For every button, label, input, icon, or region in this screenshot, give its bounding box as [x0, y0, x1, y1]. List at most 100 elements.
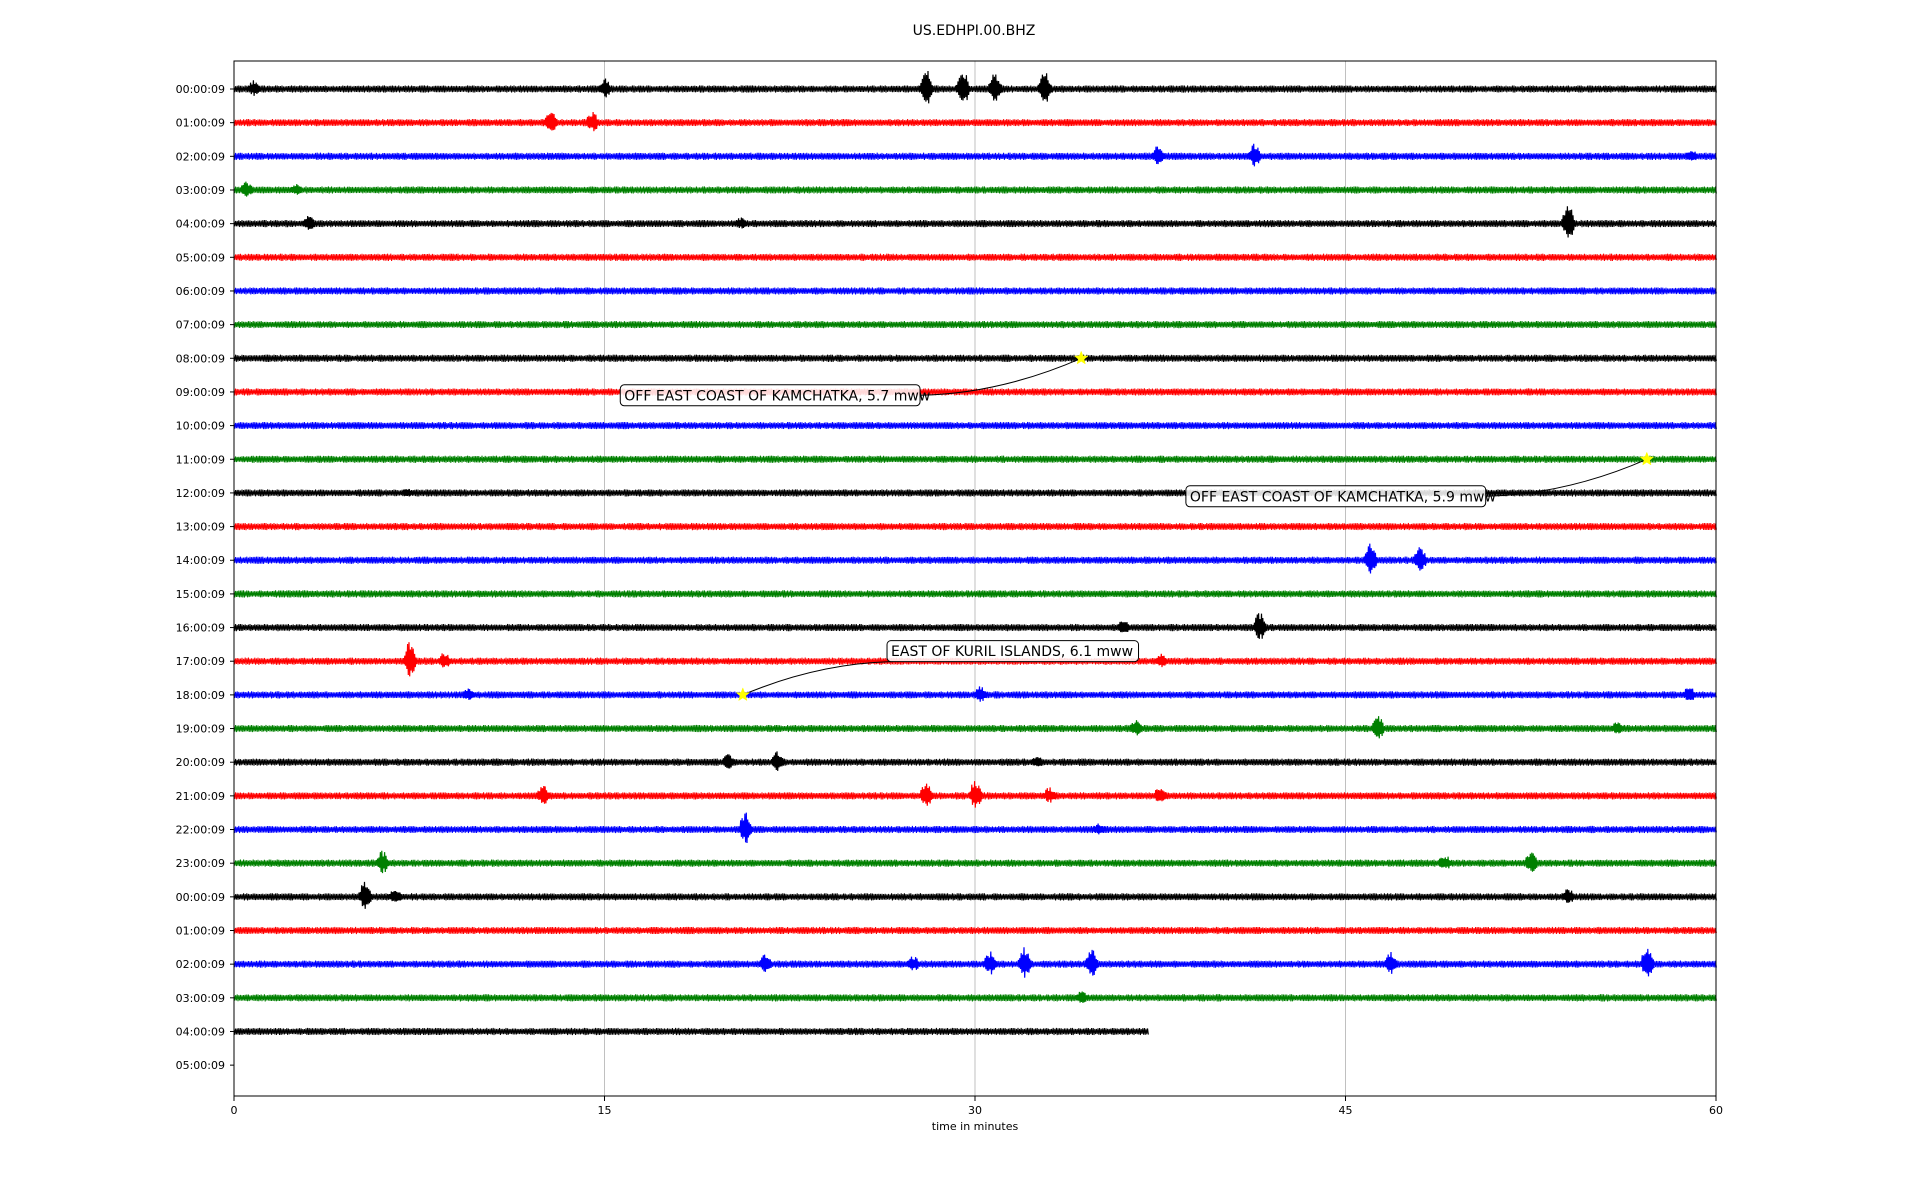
row-label: 20:00:09 — [176, 756, 225, 769]
event-connector — [920, 357, 1082, 396]
seismic-burst — [375, 850, 391, 874]
seismic-trace — [233, 724, 1717, 733]
row-label: 10:00:09 — [176, 420, 225, 433]
row-label: 21:00:09 — [176, 790, 225, 803]
seismic-burst — [462, 688, 477, 700]
event-star-marker — [735, 687, 751, 702]
seismic-trace — [233, 994, 1717, 1002]
seismic-burst — [543, 112, 559, 131]
seismic-trace — [233, 825, 1717, 834]
seismic-burst — [597, 78, 613, 98]
seismic-burst — [988, 74, 1003, 101]
seismic-trace — [233, 253, 1717, 261]
event-star-marker — [1073, 350, 1089, 365]
seismic-trace — [233, 85, 1717, 93]
event-annotation: OFF EAST COAST OF KAMCHATKA, 5.7 mww — [619, 350, 1089, 407]
seismic-burst — [1128, 720, 1144, 736]
seismic-burst — [289, 184, 304, 195]
row-label: 22:00:09 — [176, 824, 225, 837]
seismic-trace — [233, 287, 1717, 295]
row-label: 13:00:09 — [176, 521, 225, 534]
seismic-burst — [402, 642, 418, 677]
plot-frame — [233, 60, 1717, 1097]
row-label: 05:00:09 — [176, 1059, 225, 1072]
row-label: 09:00:09 — [176, 386, 225, 399]
seismic-burst — [400, 488, 415, 497]
event-annotation: EAST OF KURIL ISLANDS, 6.1 mww — [735, 640, 1140, 702]
row-label: 03:00:09 — [176, 184, 225, 197]
event-label: OFF EAST COAST OF KAMCHATKA, 5.7 mww — [624, 388, 930, 404]
seismic-trace — [233, 186, 1717, 194]
seismic-burst — [919, 70, 934, 104]
seismic-burst — [1383, 951, 1398, 974]
row-label: 17:00:09 — [176, 655, 225, 668]
seismic-trace — [233, 1027, 1149, 1036]
row-label: 23:00:09 — [176, 857, 225, 870]
seismic-burst — [738, 812, 754, 844]
event-label: OFF EAST COAST OF KAMCHATKA, 5.9 mww — [1190, 489, 1496, 505]
row-label: 04:00:09 — [176, 1025, 225, 1038]
row-labels: 00:00:09 01:00:09 02:00:09 03:00:09 04:00:09… — [176, 83, 234, 1072]
seismic-burst — [1247, 143, 1262, 167]
seismic-burst — [733, 217, 749, 229]
x-axis-label: time in minutes — [932, 1120, 1019, 1133]
seismic-burst — [1640, 948, 1655, 977]
seismic-burst — [1084, 949, 1099, 976]
row-label: 04:00:09 — [176, 218, 225, 231]
seismic-trace — [233, 455, 1717, 463]
seismic-burst — [388, 890, 403, 902]
seismic-trace — [233, 388, 1717, 396]
seismic-burst — [1682, 688, 1697, 700]
seismic-burst — [1037, 73, 1053, 102]
seismic-burst — [919, 783, 934, 806]
seismic-trace — [233, 691, 1717, 699]
seismic-burst — [1017, 947, 1033, 978]
seismic-burst — [1091, 823, 1107, 835]
row-label: 08:00:09 — [176, 352, 225, 365]
seismic-trace — [233, 556, 1717, 564]
seismic-burst — [1561, 889, 1576, 903]
row-label: 07:00:09 — [176, 319, 225, 332]
event-annotation: OFF EAST COAST OF KAMCHATKA, 5.9 mww — [1185, 451, 1655, 508]
row-label: 00:00:09 — [176, 891, 225, 904]
seismic-trace — [233, 623, 1717, 632]
seismic-burst — [968, 781, 983, 808]
row-label: 14:00:09 — [176, 554, 225, 567]
event-label: EAST OF KURIL ISLANDS, 6.1 mww — [891, 644, 1133, 660]
seismic-burst — [758, 954, 773, 972]
seismic-burst — [1413, 547, 1428, 571]
seismic-burst — [247, 80, 262, 96]
chart-title: US.EDHPI.00.BHZ — [913, 23, 1036, 39]
x-tick-label: 30 — [968, 1104, 982, 1117]
row-label: 02:00:09 — [176, 958, 225, 971]
x-tick-label: 60 — [1709, 1104, 1723, 1117]
event-star-marker — [1639, 451, 1655, 466]
seismic-burst — [1524, 852, 1539, 872]
seismic-burst — [585, 111, 601, 132]
row-label: 19:00:09 — [176, 723, 225, 736]
traces — [233, 70, 1717, 1036]
seismic-trace — [233, 859, 1717, 867]
event-connector — [1485, 458, 1647, 497]
seismic-trace — [233, 758, 1717, 766]
seismic-trace — [233, 320, 1717, 329]
row-label: 16:00:09 — [176, 622, 225, 635]
seismic-trace — [233, 152, 1717, 160]
seismic-trace — [233, 590, 1717, 598]
seismic-burst — [1151, 146, 1166, 165]
row-label: 18:00:09 — [176, 689, 225, 702]
seismic-burst — [437, 653, 452, 668]
seismic-trace — [233, 219, 1717, 228]
seismic-trace — [233, 926, 1717, 935]
x-tick-label: 0 — [231, 1104, 238, 1117]
seismic-burst — [973, 686, 988, 702]
seismic-burst — [956, 74, 971, 101]
row-label: 05:00:09 — [176, 251, 225, 264]
seismic-trace — [233, 354, 1717, 362]
seismic-burst — [301, 215, 316, 230]
seismic-trace — [233, 119, 1717, 127]
seismic-burst — [1116, 621, 1132, 633]
seismic-burst — [536, 785, 551, 804]
event-annotations: OFF EAST COAST OF KAMCHATKA, 5.7 mww OFF … — [619, 350, 1655, 702]
row-label: 02:00:09 — [176, 150, 225, 163]
